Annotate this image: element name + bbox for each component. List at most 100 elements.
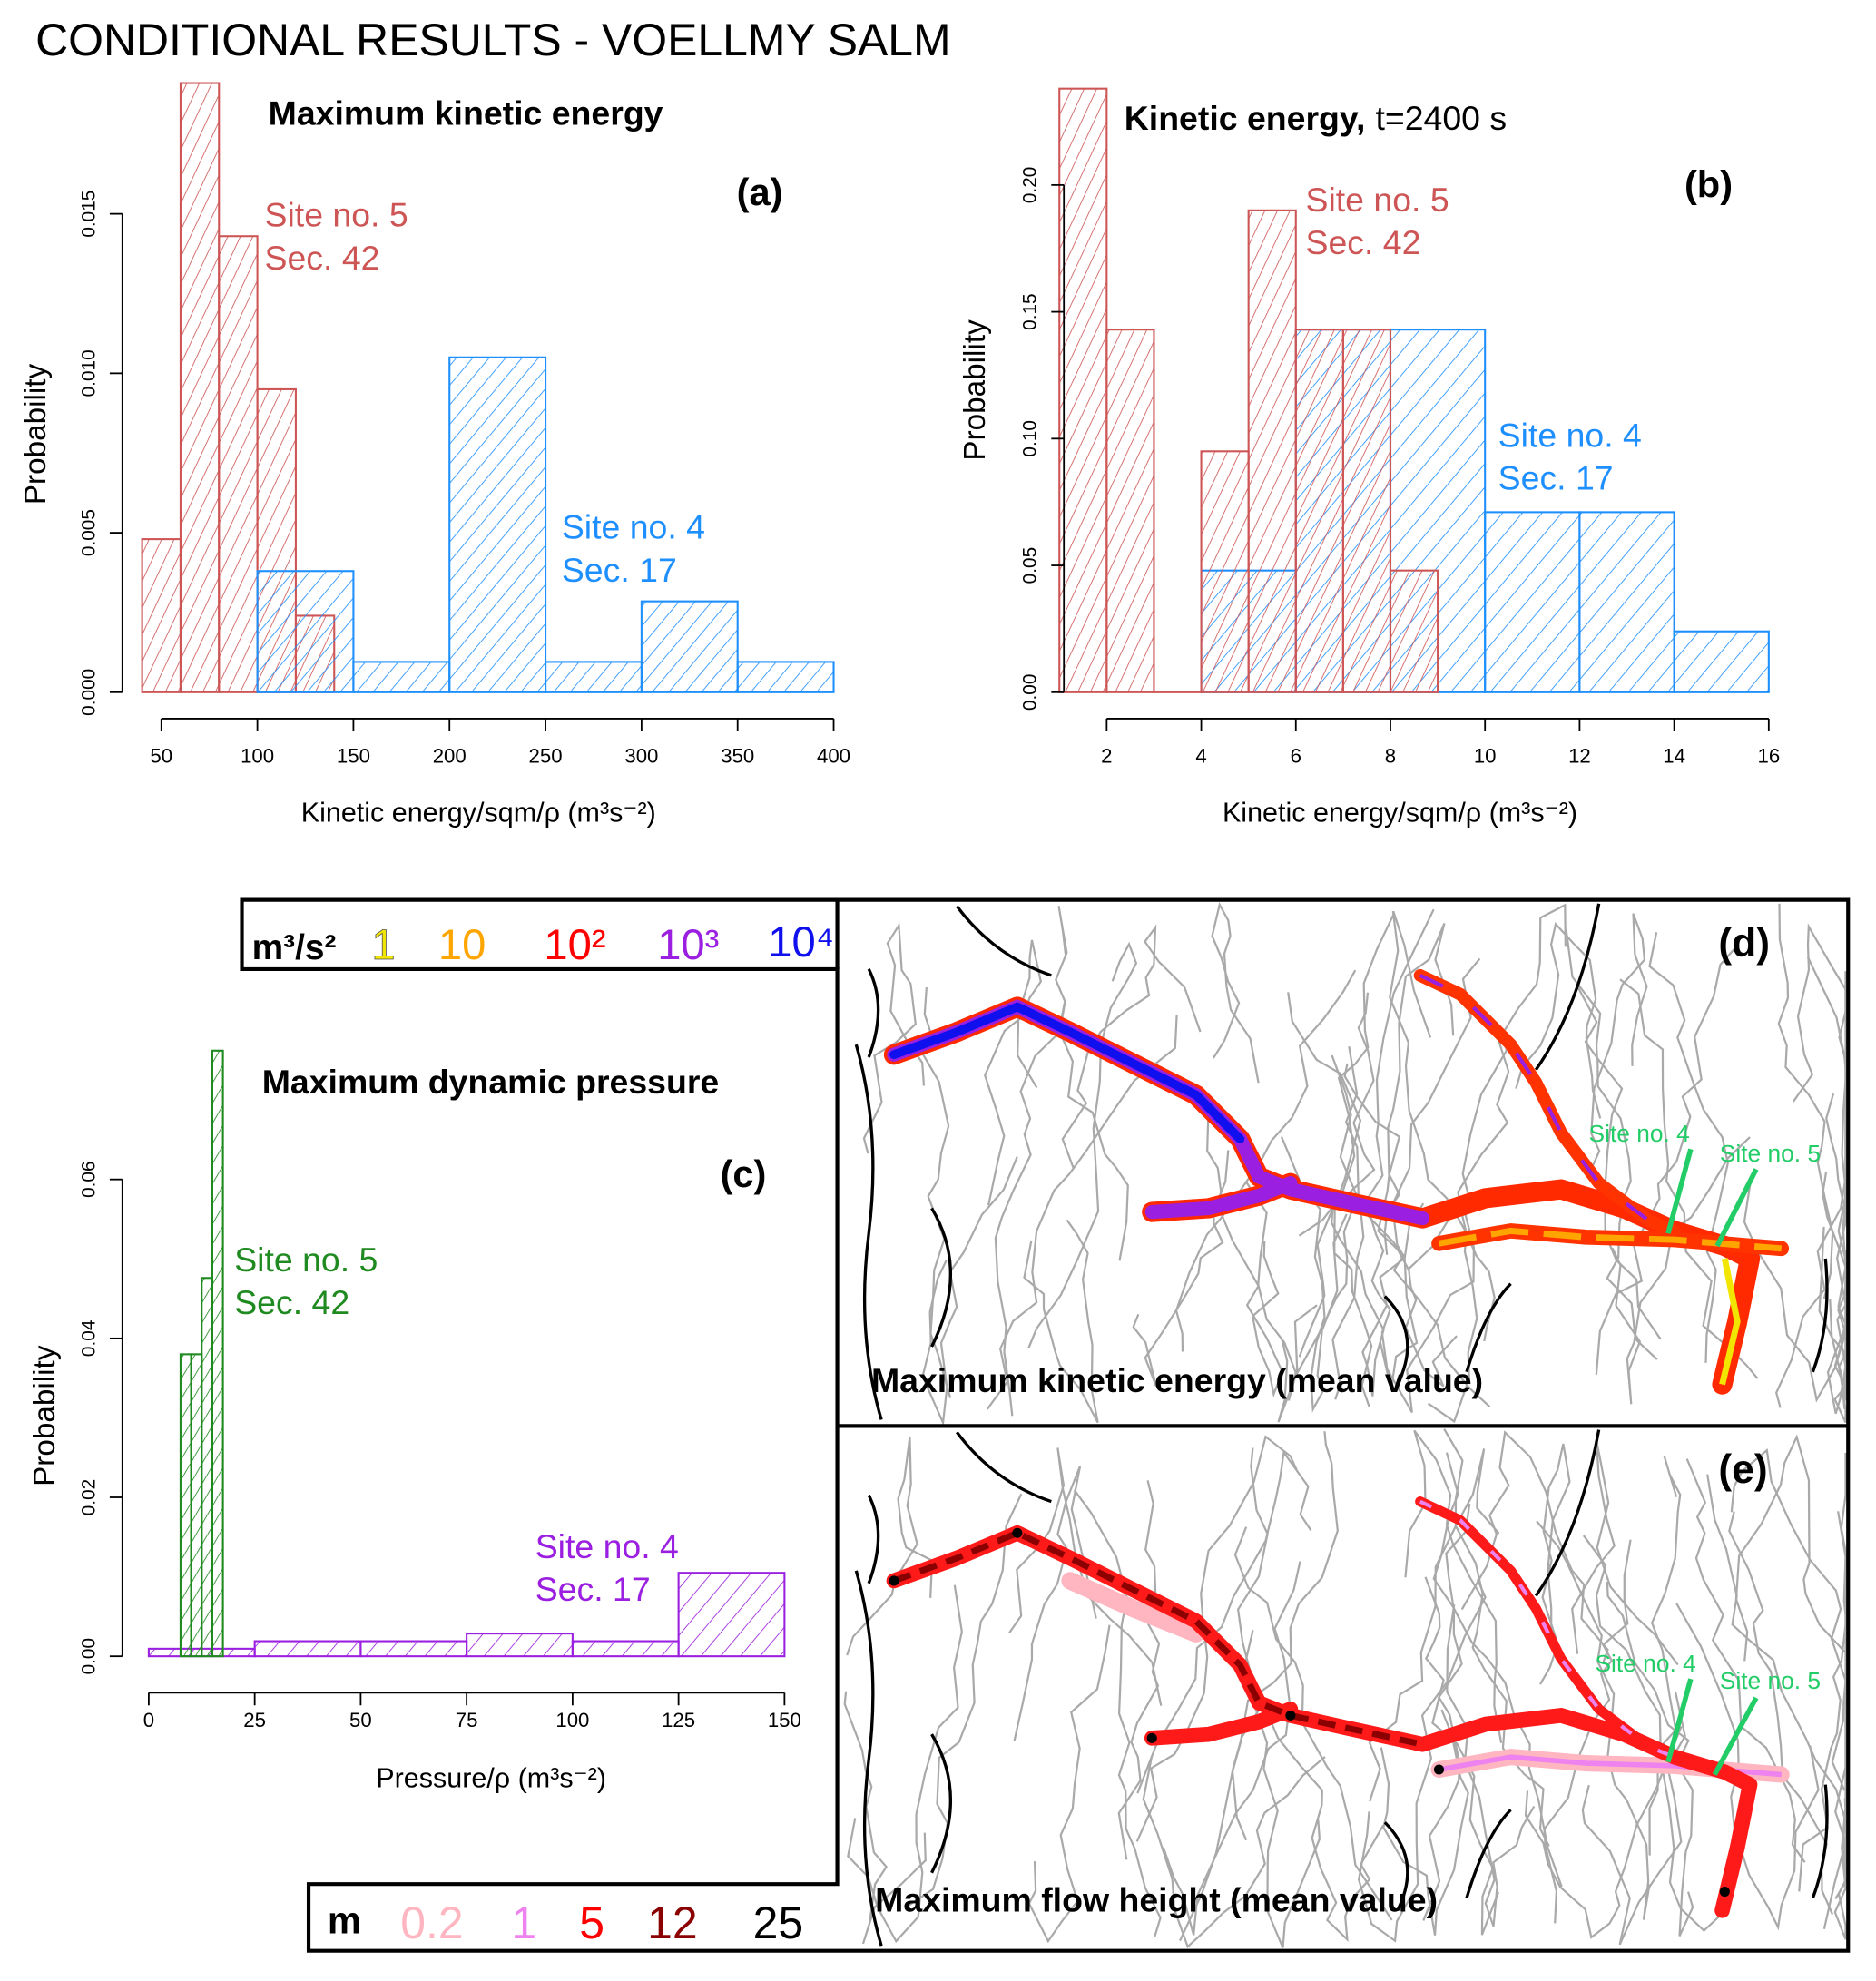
contour-line <box>1543 1539 1632 1924</box>
contour-line <box>1422 1503 1471 1921</box>
chart-a-max-kinetic-energy: Site no. 5 Sec. 42 Site no. 4 Sec. 17 0.000 0… <box>19 82 850 829</box>
chart-title-suffix: t=2400 s <box>1375 99 1507 137</box>
contour-line <box>1777 903 1834 1299</box>
contour-line <box>1775 971 1847 1408</box>
contour-line <box>1539 1443 1571 1685</box>
series-label: Site no. 4 <box>562 508 705 546</box>
map-d-kinetic-energy: (d) Maximum kinetic energy (mean value) … <box>854 901 1847 1425</box>
map-e-flow-height: (e) Maximum flow height (mean value) Sit… <box>843 1428 1847 1949</box>
contour-line <box>1298 992 1376 1358</box>
bar-b-site-no-5-sec-42-0 <box>1058 87 1108 693</box>
energy-legend-unit: m³/s² <box>252 928 337 967</box>
y-tick-label: 0.005 <box>78 509 99 556</box>
contour-line <box>1730 1447 1847 1791</box>
y-tick-label: 0.00 <box>1020 674 1041 711</box>
contour-line <box>1027 941 1138 1349</box>
contour-line <box>1536 1520 1651 1920</box>
flow-height-max-point <box>1719 1886 1730 1898</box>
y-axis-label: Probability <box>28 1345 62 1486</box>
contour-line <box>1675 1603 1820 1931</box>
x-tick-label: 125 <box>662 1709 695 1731</box>
bar-a-site-no-4-sec-17-2 <box>448 356 547 693</box>
x-tick-label: 25 <box>243 1709 266 1731</box>
map-d-site5-label: Site no. 5 <box>1720 1140 1821 1167</box>
series-label: Site no. 4 <box>535 1527 679 1565</box>
flow-height-max-point <box>1146 1732 1157 1743</box>
bar-c-site-no-4-sec-17-4 <box>571 1640 680 1658</box>
bar-b-site-no-4-sec-17-4 <box>1578 511 1675 693</box>
contour-line <box>1648 932 1729 1363</box>
contour-line <box>1023 1219 1099 1424</box>
series-label: Sec. 17 <box>1498 459 1614 497</box>
flow-height-max-point <box>889 1575 899 1586</box>
x-tick-label: 8 <box>1385 744 1396 767</box>
y-tick-label: 0.06 <box>78 1161 99 1197</box>
bar-b-site-no-5-sec-42-1 <box>1105 329 1155 693</box>
x-axis-label: Kinetic energy/sqm/ρ (m³s⁻²) <box>301 798 656 829</box>
y-tick-label: 0.02 <box>78 1479 99 1515</box>
flow-path-height-mid <box>1419 1499 1675 1760</box>
flow-path-height-low <box>1061 1572 1205 1643</box>
energy-legend-item: 10 <box>438 920 486 968</box>
contour-line-major <box>1534 903 1601 1071</box>
contour-line-major <box>1465 1282 1512 1373</box>
panel-label-e: (e) <box>1718 1447 1767 1492</box>
series-label: Sec. 17 <box>535 1570 651 1608</box>
map-e-site5-label: Site no. 5 <box>1720 1667 1821 1694</box>
contour-line <box>921 1156 1018 1425</box>
contour-line <box>1162 1561 1301 1936</box>
y-tick-label: 0.015 <box>78 191 99 238</box>
contour-line <box>1833 1687 1847 1940</box>
bar-a-site-no-4-sec-17-3 <box>545 661 643 693</box>
contour-line <box>847 1584 963 1944</box>
contour-line <box>1706 1474 1847 1900</box>
contour-line-major <box>1811 1784 1829 1899</box>
series-label: Site no. 5 <box>1305 181 1449 219</box>
contour-line <box>1424 1576 1499 1936</box>
panel-label: (b) <box>1684 163 1733 206</box>
bar-b-site-no-5-sec-42-4 <box>1247 209 1297 693</box>
contour-line <box>843 1691 927 1945</box>
contour-line-major <box>955 1431 1052 1504</box>
y-tick-label: 0.000 <box>78 669 99 716</box>
flow-path-height-high <box>892 1529 1424 1748</box>
bar-c-site-no-4-sec-17-1 <box>253 1640 362 1658</box>
x-tick-label: 50 <box>349 1709 372 1731</box>
bar-b-site-no-4-sec-17-3 <box>1484 511 1581 693</box>
contour-line <box>1446 1604 1536 1927</box>
contour-line-major <box>1383 1295 1409 1386</box>
contour-line <box>1061 924 1202 1169</box>
contour-line-major <box>930 1207 952 1348</box>
contour-line-major <box>867 968 880 1058</box>
contour-line-major <box>1811 1258 1829 1373</box>
bar-c-site-no-5-sec-42-3 <box>211 1049 224 1658</box>
x-tick-label: 75 <box>456 1709 478 1731</box>
map-e-site4-label: Site no. 4 <box>1595 1650 1695 1677</box>
x-tick-label: 200 <box>433 744 467 767</box>
contour-line <box>1331 908 1435 1400</box>
site4-pointer <box>1665 1148 1694 1234</box>
flow-path-height <box>1144 1702 1299 1746</box>
x-tick-label: 300 <box>624 744 658 767</box>
contour-line <box>1818 1226 1847 1423</box>
flow-path-energy-max <box>889 1002 1245 1144</box>
chart-title: Kinetic energy, t=2400 s <box>1125 99 1507 137</box>
series-label: Site no. 4 <box>1498 416 1642 454</box>
y-tick-label: 0.05 <box>1020 547 1041 584</box>
contour-line <box>994 1001 1066 1417</box>
x-tick-label: 16 <box>1757 744 1780 767</box>
series-label: Sec. 42 <box>234 1283 349 1321</box>
y-tick-label: 0.010 <box>78 349 99 397</box>
contour-line <box>1389 910 1496 1342</box>
y-tick-label: 0.10 <box>1020 420 1041 456</box>
height-legend-item: 1 <box>511 1898 536 1948</box>
bar-c-site-no-4-sec-17-3 <box>466 1633 574 1658</box>
height-legend: m 0.2 1 5 12 25 <box>328 1898 803 1948</box>
bar-c-site-no-4-sec-17-5 <box>677 1572 786 1658</box>
contour-line-major <box>854 1570 883 1947</box>
y-tick-label: 0.00 <box>78 1638 99 1674</box>
x-tick-label: 4 <box>1195 744 1206 767</box>
contour-line <box>1443 1428 1550 1847</box>
contour-line <box>1648 1456 1682 1856</box>
